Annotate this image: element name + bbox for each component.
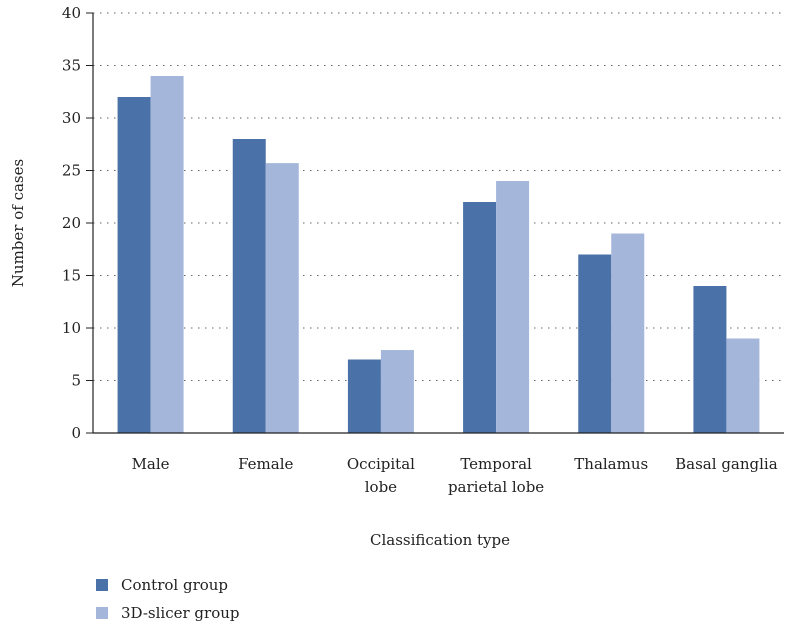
legend-label: 3D-slicer group	[121, 604, 240, 622]
legend-swatch	[96, 579, 108, 591]
y-tick-label: 40	[62, 4, 81, 22]
y-tick-label: 10	[62, 319, 81, 337]
y-tick-labels: 0 5 10 15 20 25 30 35 40	[62, 4, 81, 442]
y-tick-label: 15	[62, 267, 81, 285]
bar-slicer	[611, 233, 645, 433]
x-tick-labels: Male Female Occipital lobe Temporal parietal …	[132, 455, 778, 496]
bar-control	[347, 359, 381, 433]
bar-slicer	[265, 163, 299, 433]
bar-slicer	[380, 350, 414, 433]
bar-slicer	[726, 338, 760, 433]
bar-slicer	[150, 76, 184, 433]
y-tick-label: 35	[62, 57, 81, 75]
x-tick-label: parietal lobe	[448, 478, 544, 496]
y-tick-label: 20	[62, 214, 81, 232]
x-tick-label: Basal ganglia	[675, 455, 778, 473]
bar-control	[232, 139, 266, 433]
x-tick-label: Female	[238, 455, 293, 473]
legend-label: Control group	[121, 576, 228, 594]
bar-control	[463, 202, 497, 433]
x-tick-label: lobe	[365, 478, 397, 496]
bars	[117, 76, 760, 433]
y-tick-label: 25	[62, 162, 81, 180]
x-tick-label: Occipital	[347, 455, 415, 473]
legend: Control group 3D-slicer group	[96, 576, 240, 622]
bar-slicer	[496, 181, 530, 433]
legend-swatch	[96, 607, 108, 619]
bar-control	[117, 97, 151, 433]
y-tick-label: 5	[71, 372, 81, 390]
grid-lines	[93, 12, 784, 381]
bar-control	[578, 254, 612, 433]
y-axis-title: Number of cases	[9, 159, 27, 287]
x-tick-label: Temporal	[460, 455, 532, 473]
x-axis-title: Classification type	[370, 531, 510, 549]
x-tick-label: Male	[132, 455, 170, 473]
x-tick-label: Thalamus	[574, 455, 648, 473]
y-tick-label: 30	[62, 109, 81, 127]
y-tick-label: 0	[71, 424, 81, 442]
bar-control	[693, 286, 727, 433]
axes	[86, 12, 784, 434]
